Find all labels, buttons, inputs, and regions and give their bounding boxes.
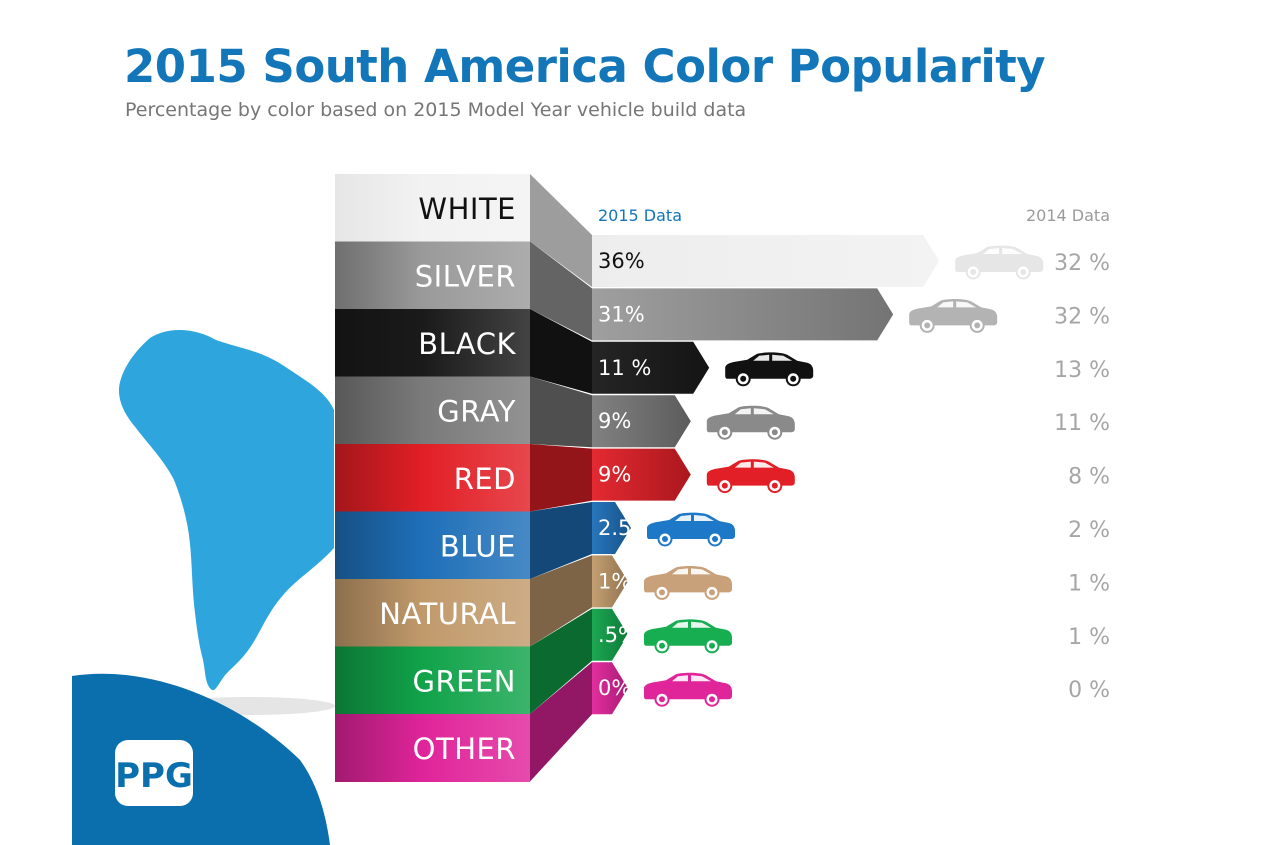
value-2014-red: 8 %	[1068, 465, 1110, 490]
bar-2015-other	[592, 662, 628, 715]
header-2015-data: 2015 Data	[598, 206, 682, 225]
value-2015-gray: 9%	[598, 409, 631, 433]
value-2014-gray: 11 %	[1054, 411, 1110, 436]
value-2014-green: 1 %	[1068, 625, 1110, 650]
bar-2015-gray	[592, 395, 691, 448]
bar-2015-white	[592, 235, 940, 287]
chart-subtitle: Percentage by color based on 2015 Model …	[125, 99, 747, 121]
fold-silver	[530, 241, 592, 341]
bar-2015-natural	[592, 555, 628, 608]
fold-other	[530, 662, 592, 782]
fold-red	[530, 444, 592, 512]
car-icon	[706, 405, 795, 440]
fold-white	[530, 174, 592, 287]
category-label-black: BLACK	[418, 327, 516, 361]
value-2014-black: 13 %	[1054, 358, 1110, 383]
car-icon	[647, 512, 735, 547]
car-icon	[706, 459, 795, 494]
value-2014-other: 0 %	[1068, 678, 1110, 703]
value-2014-white: 32 %	[1054, 251, 1110, 276]
value-2015-black: 11 %	[598, 356, 651, 380]
fold-blue	[530, 502, 592, 579]
category-band-white	[335, 174, 530, 242]
value-2015-natural: 1%	[598, 569, 631, 593]
category-band-gray	[335, 376, 530, 445]
south-america-map-icon	[118, 329, 335, 715]
car-icon	[644, 566, 732, 600]
value-2015-red: 9%	[598, 463, 631, 487]
category-label-green: GREEN	[413, 664, 516, 698]
car-icon	[955, 245, 1044, 280]
value-2014-silver: 32 %	[1054, 304, 1110, 329]
category-label-blue: BLUE	[440, 529, 516, 563]
category-label-red: RED	[454, 462, 516, 496]
category-band-silver	[335, 241, 530, 310]
fold-black	[530, 309, 592, 394]
value-2015-white: 36%	[598, 249, 645, 273]
category-label-other: OTHER	[413, 732, 516, 766]
category-band-black	[335, 309, 530, 377]
category-band-green	[335, 646, 530, 715]
fold-gray	[530, 376, 592, 448]
value-2014-blue: 2 %	[1068, 518, 1110, 543]
category-label-natural: NATURAL	[379, 597, 516, 631]
value-2015-other: 0%	[598, 676, 631, 700]
car-icon	[644, 672, 732, 707]
fold-green	[530, 608, 592, 714]
chart-title: 2015 South America Color Popularity	[124, 40, 1046, 93]
category-label-white: WHITE	[418, 192, 516, 226]
category-label-silver: SILVER	[415, 259, 516, 293]
car-icon	[909, 299, 998, 333]
bar-2015-black	[592, 341, 710, 394]
bar-2015-blue	[592, 502, 631, 554]
bar-2015-green	[592, 608, 628, 661]
category-label-gray: GRAY	[437, 394, 516, 428]
category-band-red	[335, 444, 530, 512]
category-band-blue	[335, 511, 530, 580]
bar-2015-silver	[592, 288, 894, 341]
car-icon	[644, 619, 732, 654]
ppg-logo: PPG	[72, 673, 330, 845]
car-icon	[725, 352, 814, 387]
value-2014-natural: 1 %	[1068, 571, 1110, 596]
category-band-other	[335, 714, 530, 782]
fold-natural	[530, 555, 592, 647]
category-band-natural	[335, 579, 530, 647]
value-2015-blue: 2.5%	[598, 516, 651, 540]
bar-2015-red	[592, 448, 691, 501]
value-2015-green: .5%	[598, 623, 638, 647]
value-2015-silver: 31%	[598, 302, 645, 326]
header-2014-data: 2014 Data	[1026, 206, 1110, 225]
svg-text:PPG: PPG	[115, 756, 193, 796]
